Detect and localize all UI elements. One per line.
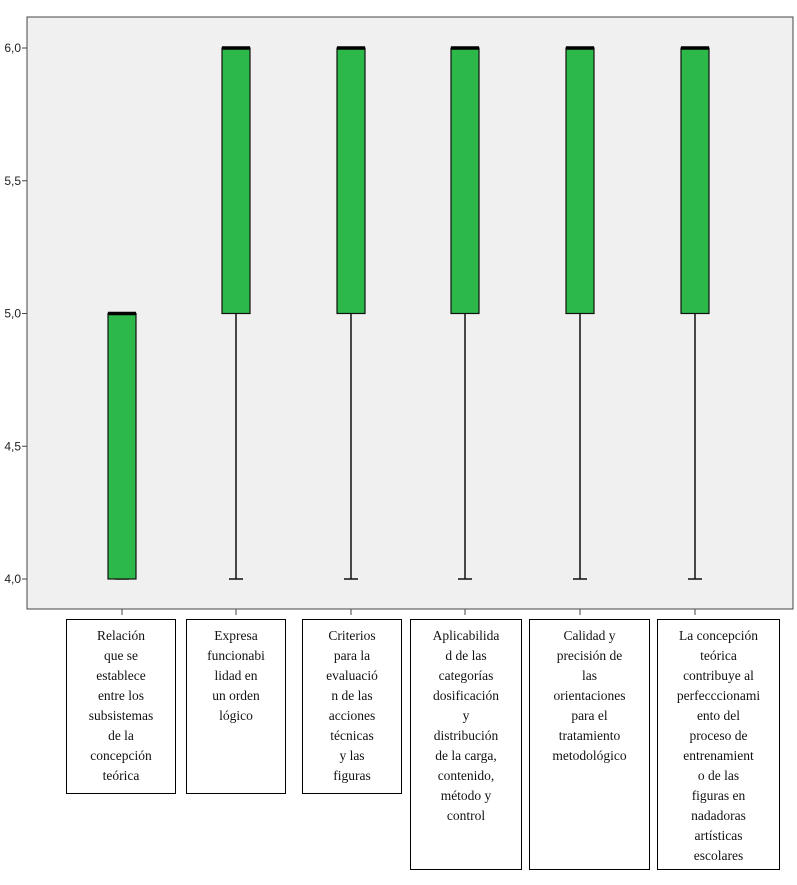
category-label-2: Criterios para la evaluació n de las acc… bbox=[302, 619, 402, 794]
box-rect-5 bbox=[680, 47, 710, 315]
category-label-3: Aplicabilida d de las categorías dosific… bbox=[410, 619, 522, 870]
boxes-group bbox=[107, 46, 710, 580]
y-tick-label-3: 5,5 bbox=[4, 174, 21, 188]
box-1 bbox=[221, 46, 251, 580]
box-4 bbox=[565, 46, 595, 580]
y-axis: 4,0 4,5 5,0 5,5 6,0 bbox=[4, 41, 27, 586]
box-2 bbox=[336, 46, 366, 580]
plot-area bbox=[26, 16, 794, 610]
y-tick-label-1: 4,5 bbox=[4, 439, 21, 453]
box-0 bbox=[107, 311, 137, 580]
box-5 bbox=[680, 46, 710, 580]
x-axis bbox=[121, 609, 696, 615]
category-label-1: Expresa funcionabi lidad en un orden lóg… bbox=[186, 619, 286, 794]
box-rect-2 bbox=[336, 47, 366, 315]
category-label-4: Calidad y precisión de las orientaciones… bbox=[529, 619, 650, 870]
box-rect-3 bbox=[450, 47, 480, 315]
box-rect-1 bbox=[221, 47, 251, 315]
y-tick-label-2: 5,0 bbox=[4, 307, 21, 321]
category-label-5: La concepción teórica contribuye al perf… bbox=[657, 619, 780, 870]
y-tick-label-4: 6,0 bbox=[4, 41, 21, 55]
box-rect-0 bbox=[107, 312, 137, 580]
category-label-0: Relación que se establece entre los subs… bbox=[66, 619, 176, 794]
y-tick-label-0: 4,0 bbox=[4, 572, 21, 586]
box-3 bbox=[450, 46, 480, 580]
box-rect-4 bbox=[565, 47, 595, 315]
